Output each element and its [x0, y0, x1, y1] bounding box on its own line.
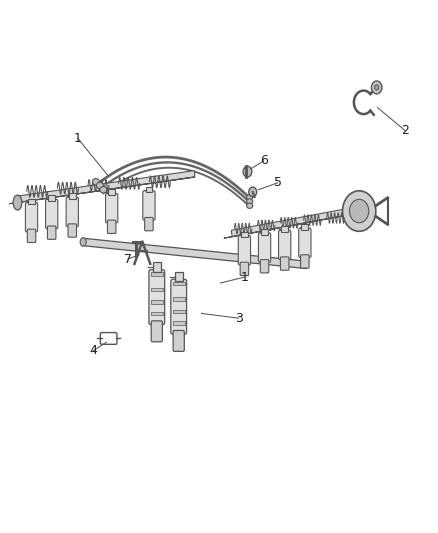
Circle shape [243, 166, 252, 177]
FancyBboxPatch shape [145, 217, 153, 231]
Circle shape [249, 187, 257, 197]
Text: 3: 3 [235, 312, 243, 325]
Bar [261, 229, 268, 235]
FancyBboxPatch shape [151, 321, 162, 342]
FancyBboxPatch shape [149, 270, 165, 325]
Bar [241, 231, 248, 237]
FancyBboxPatch shape [173, 330, 184, 351]
Polygon shape [83, 238, 307, 269]
Text: 5: 5 [274, 176, 282, 189]
FancyBboxPatch shape [260, 260, 269, 273]
Bar [145, 187, 152, 192]
Bar [48, 195, 55, 201]
FancyBboxPatch shape [171, 279, 187, 334]
Circle shape [350, 199, 369, 223]
Bar [151, 272, 163, 276]
Text: 1: 1 [74, 132, 82, 145]
Polygon shape [224, 212, 366, 238]
Bar [173, 282, 185, 286]
Ellipse shape [92, 179, 99, 185]
FancyBboxPatch shape [280, 257, 289, 270]
Bar [108, 189, 115, 195]
Polygon shape [17, 171, 195, 203]
FancyBboxPatch shape [25, 203, 38, 232]
Bar [173, 297, 185, 301]
Circle shape [343, 191, 376, 231]
Bar [28, 199, 35, 204]
FancyBboxPatch shape [300, 255, 309, 268]
Text: 7: 7 [124, 253, 132, 265]
FancyBboxPatch shape [238, 236, 251, 265]
FancyBboxPatch shape [27, 229, 36, 243]
Ellipse shape [96, 182, 103, 189]
FancyBboxPatch shape [240, 262, 249, 276]
FancyBboxPatch shape [47, 226, 56, 239]
FancyBboxPatch shape [107, 220, 116, 233]
Bar [151, 287, 163, 291]
Polygon shape [231, 205, 366, 237]
Circle shape [374, 85, 379, 90]
Ellipse shape [80, 238, 86, 246]
Circle shape [371, 81, 382, 94]
Ellipse shape [13, 195, 22, 210]
Ellipse shape [247, 195, 253, 200]
Bar [301, 224, 308, 230]
FancyBboxPatch shape [106, 193, 118, 223]
Bar [281, 227, 288, 232]
Text: 4: 4 [89, 344, 97, 357]
Bar [151, 312, 163, 316]
FancyBboxPatch shape [279, 230, 291, 260]
Bar [151, 300, 163, 304]
Ellipse shape [247, 203, 253, 208]
FancyBboxPatch shape [299, 228, 311, 257]
Bar [173, 310, 185, 313]
FancyBboxPatch shape [66, 197, 78, 227]
FancyBboxPatch shape [68, 224, 77, 237]
Bar [69, 193, 76, 199]
Text: 1: 1 [240, 271, 248, 284]
Text: 2: 2 [401, 124, 409, 137]
Bar [153, 262, 161, 272]
FancyBboxPatch shape [258, 233, 271, 262]
FancyBboxPatch shape [46, 199, 58, 229]
Polygon shape [9, 177, 195, 204]
Bar [173, 321, 185, 325]
Text: 6: 6 [260, 155, 268, 167]
FancyBboxPatch shape [143, 191, 155, 220]
Ellipse shape [247, 199, 253, 204]
Bar [175, 272, 183, 281]
Ellipse shape [100, 187, 107, 193]
